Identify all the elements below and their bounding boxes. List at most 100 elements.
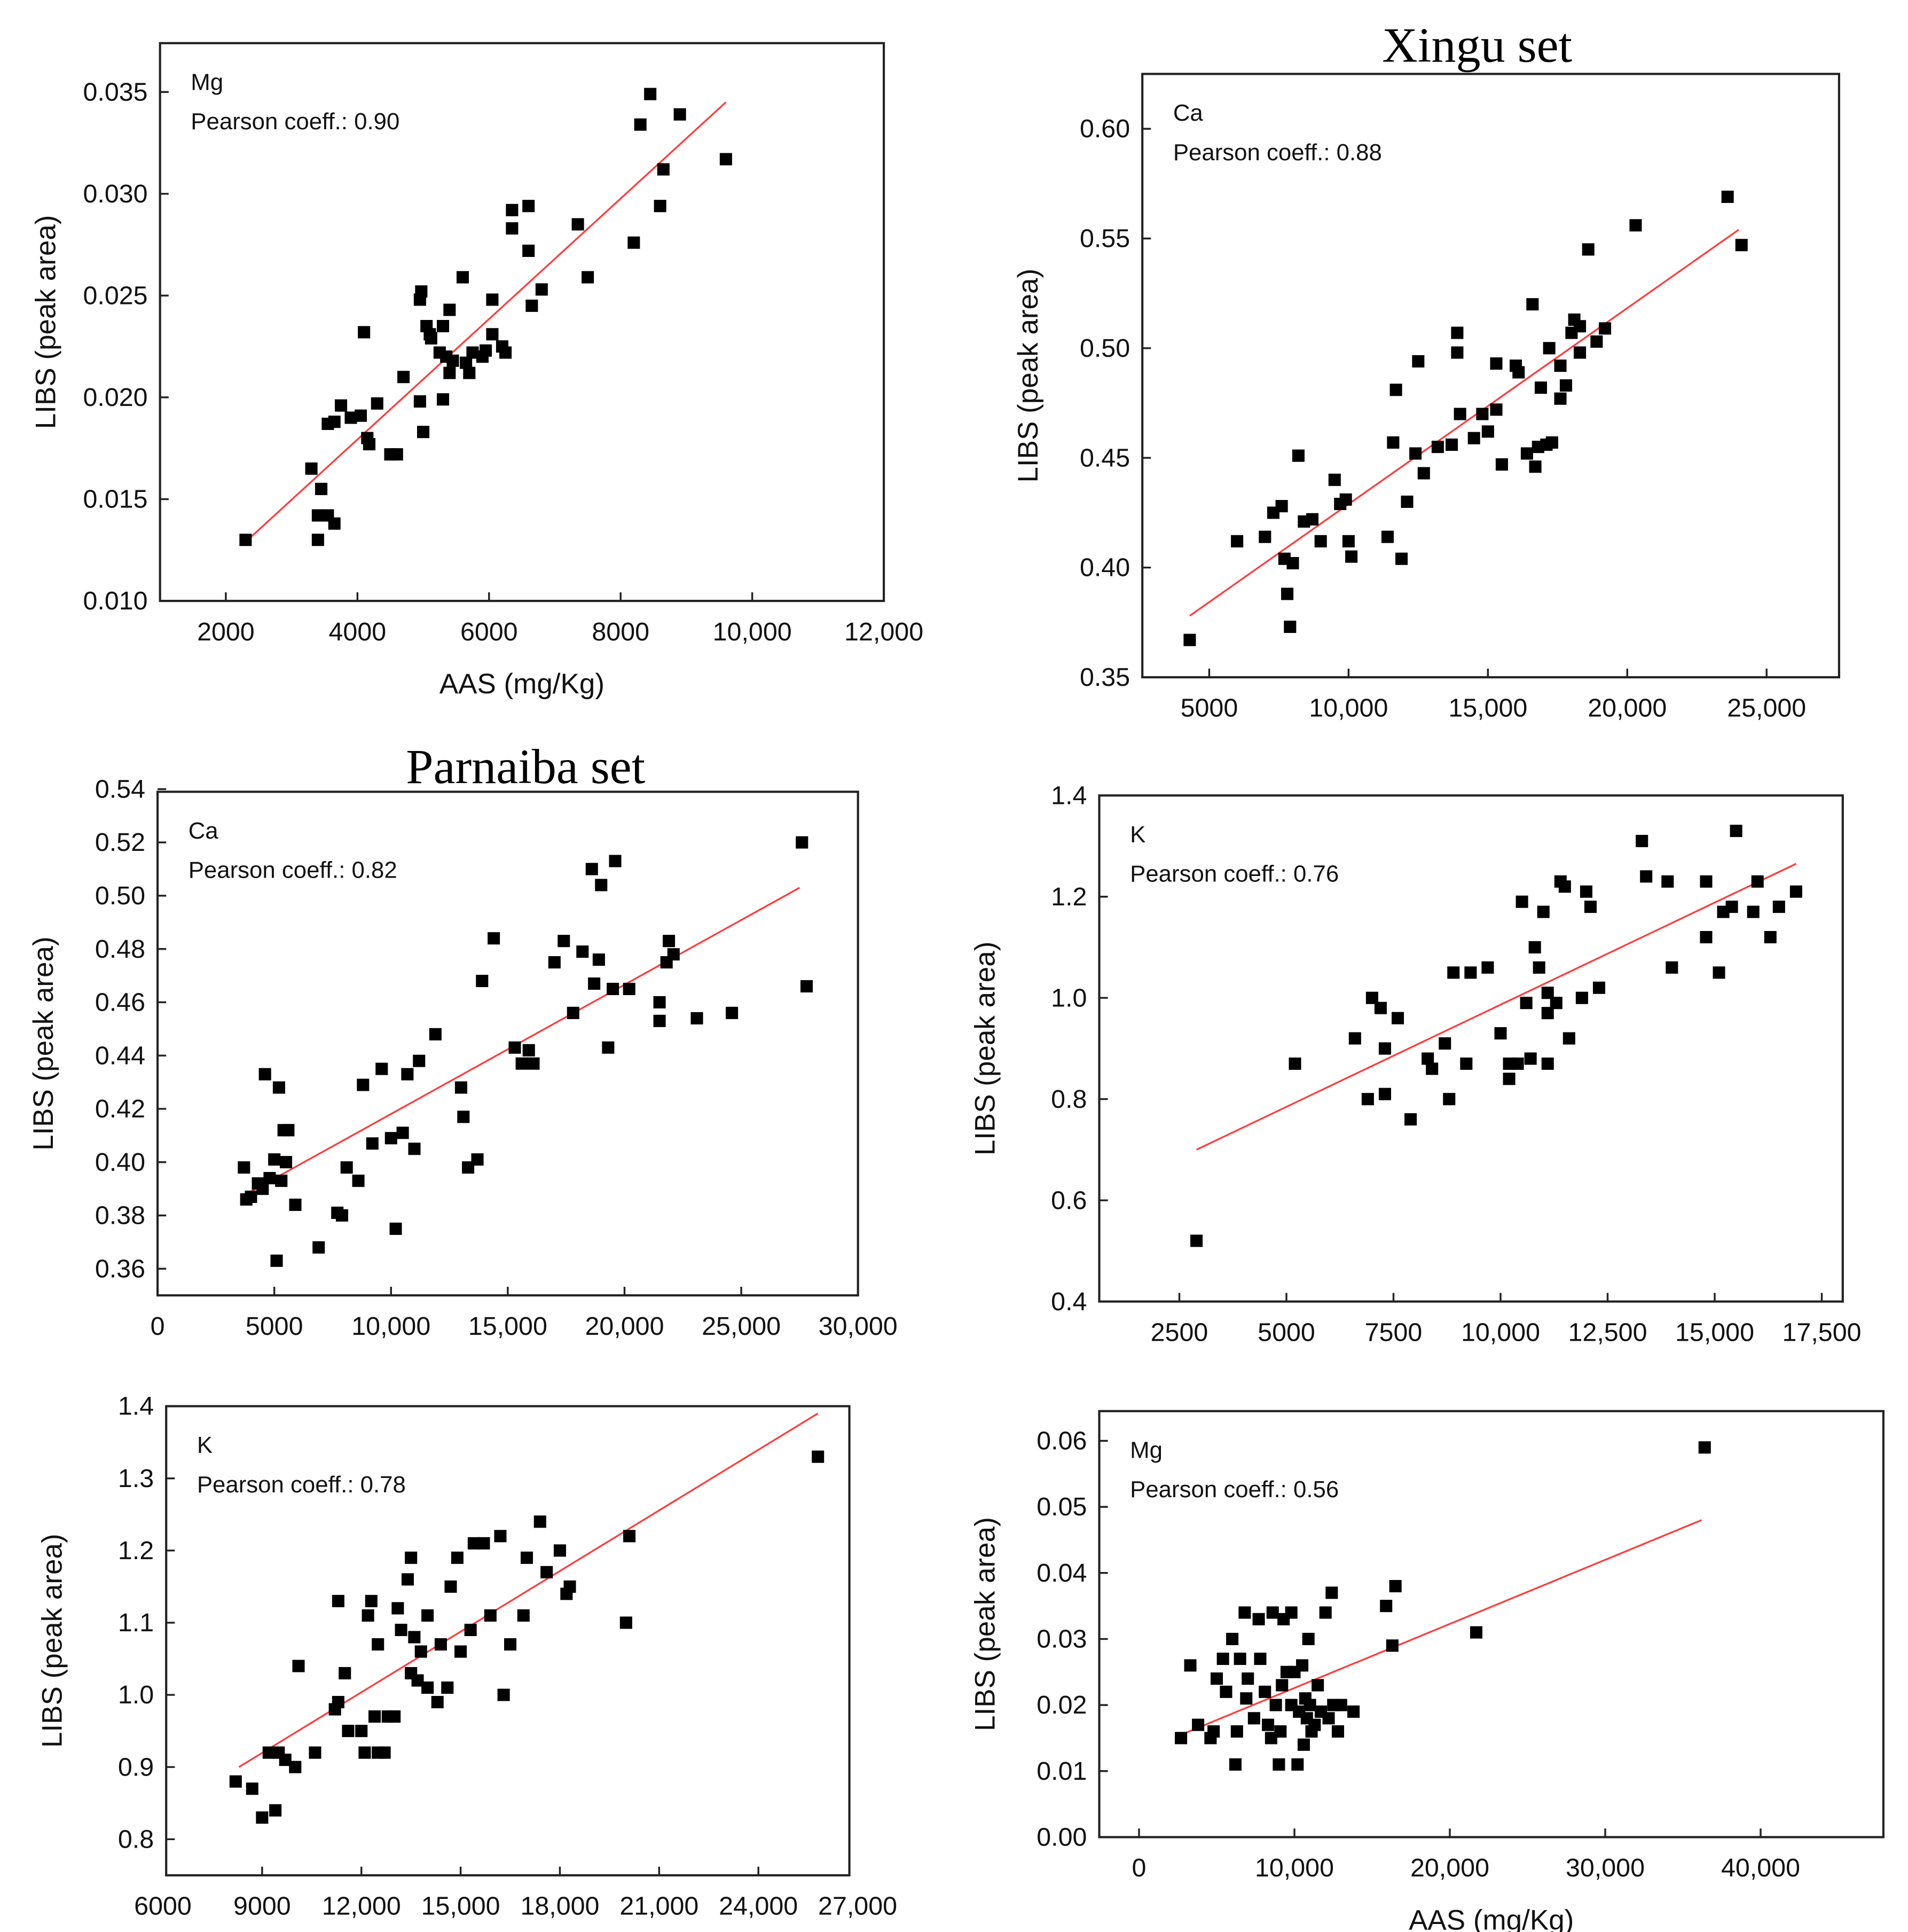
- data-point: [1443, 1093, 1456, 1106]
- data-point: [344, 411, 357, 424]
- y-tick-label: 0.8: [118, 1825, 154, 1853]
- data-point: [1302, 1632, 1315, 1645]
- x-tick-label: 20,000: [1410, 1853, 1489, 1882]
- data-point: [1476, 408, 1489, 420]
- data-point: [1713, 966, 1725, 979]
- y-tick-label: 0.35: [1080, 663, 1130, 692]
- y-tick-label: 0.00: [1037, 1823, 1087, 1852]
- element-label: Ca: [189, 818, 219, 844]
- data-point: [527, 1057, 540, 1070]
- data-point: [454, 1645, 467, 1658]
- y-tick-label: 0.52: [95, 828, 145, 857]
- y-tick-label: 0.05: [1037, 1492, 1087, 1521]
- data-point: [354, 409, 367, 422]
- data-point: [471, 1153, 484, 1166]
- data-point: [1490, 403, 1503, 416]
- data-point: [1216, 1653, 1229, 1665]
- data-point: [506, 204, 519, 216]
- data-point: [1296, 1659, 1309, 1672]
- data-point: [1554, 392, 1567, 405]
- plot-frame: [1141, 73, 1840, 679]
- data-point: [595, 879, 608, 891]
- data-point: [1387, 436, 1400, 449]
- data-point: [1541, 1057, 1554, 1070]
- data-point: [352, 1175, 365, 1187]
- plot-frame: [1098, 1410, 1885, 1839]
- data-point: [634, 118, 647, 131]
- data-point: [1445, 439, 1458, 451]
- data-point: [1314, 535, 1327, 547]
- data-point: [1495, 458, 1508, 471]
- data-point: [1575, 991, 1588, 1004]
- data-point: [1512, 366, 1525, 379]
- data-point: [1207, 1725, 1220, 1738]
- data-point: [1361, 1093, 1374, 1106]
- data-point: [499, 346, 512, 359]
- x-tick-label: 30,000: [819, 1312, 898, 1341]
- x-tick-label: 12,000: [322, 1892, 401, 1921]
- data-point: [457, 1110, 470, 1123]
- data-point: [1229, 1758, 1242, 1771]
- data-point: [365, 1594, 378, 1607]
- data-point: [1464, 966, 1477, 979]
- data-point: [1291, 1758, 1304, 1771]
- y-tick-label: 0.45: [1080, 443, 1130, 472]
- data-point: [362, 1609, 374, 1622]
- data-point: [1401, 495, 1414, 508]
- data-point: [312, 1241, 325, 1254]
- y-tick-label: 1.0: [1051, 983, 1087, 1012]
- data-point: [653, 996, 666, 1008]
- y-tick-label: 0.4: [1051, 1287, 1087, 1316]
- data-point: [1322, 1712, 1335, 1725]
- data-point: [408, 1143, 421, 1155]
- data-point: [460, 356, 473, 369]
- pearson-coefficient: Pearson coeff.: 0.90: [191, 108, 399, 135]
- data-point: [1262, 1718, 1275, 1731]
- x-tick-label: 12,000: [844, 617, 923, 646]
- y-tick-label: 0.010: [83, 586, 148, 615]
- data-point: [358, 1746, 371, 1759]
- data-point: [1558, 880, 1571, 893]
- scatter-panel-3: 0 5000 10,000 15,000 20,000 25,000 30,000 0.36 0…: [28, 739, 898, 1341]
- y-tick-label: 1.2: [1051, 882, 1087, 911]
- data-point: [328, 517, 341, 530]
- data-point: [1520, 997, 1533, 1010]
- data-point: [585, 863, 598, 875]
- data-point: [663, 935, 676, 948]
- data-point: [1378, 1042, 1391, 1055]
- data-point: [667, 948, 680, 961]
- data-point: [1381, 530, 1394, 543]
- data-point: [258, 1068, 271, 1081]
- data-point: [1700, 930, 1713, 944]
- data-point: [311, 534, 324, 546]
- data-point: [522, 1044, 535, 1057]
- data-point: [800, 980, 813, 992]
- y-tick-label: 0.50: [1080, 334, 1130, 363]
- data-point: [1447, 966, 1460, 979]
- x-tick-label: 10,000: [351, 1312, 430, 1341]
- data-point: [1550, 997, 1562, 1010]
- data-point: [275, 1175, 288, 1187]
- data-point: [619, 1616, 632, 1629]
- data-point: [540, 1566, 553, 1578]
- data-point: [567, 1006, 579, 1019]
- data-point: [1467, 432, 1480, 444]
- data-point: [462, 1161, 475, 1174]
- scatter-panel-6: 0 10,000 20,000 30,000 40,000 0.00 0.01 0.02 0.0…: [970, 1410, 1885, 1932]
- data-point: [1562, 1032, 1575, 1045]
- data-point: [602, 1041, 615, 1054]
- element-label: K: [1130, 822, 1145, 848]
- x-tick-label: 6000: [134, 1892, 192, 1921]
- data-point: [256, 1811, 269, 1824]
- data-point: [1220, 1685, 1232, 1698]
- data-point: [413, 1054, 426, 1067]
- data-point: [1269, 1699, 1282, 1711]
- scatter-panel-5: 6000 9000 12,000 15,000 18,000 21,000 24,000 27…: [36, 1392, 897, 1921]
- data-point: [627, 236, 640, 249]
- data-point: [1347, 1705, 1360, 1718]
- data-point: [311, 509, 324, 522]
- y-axis-label: LIBS (peak area): [970, 1517, 1001, 1731]
- y-tick-label: 0.03: [1037, 1625, 1087, 1654]
- y-tick-label: 0.55: [1080, 224, 1130, 253]
